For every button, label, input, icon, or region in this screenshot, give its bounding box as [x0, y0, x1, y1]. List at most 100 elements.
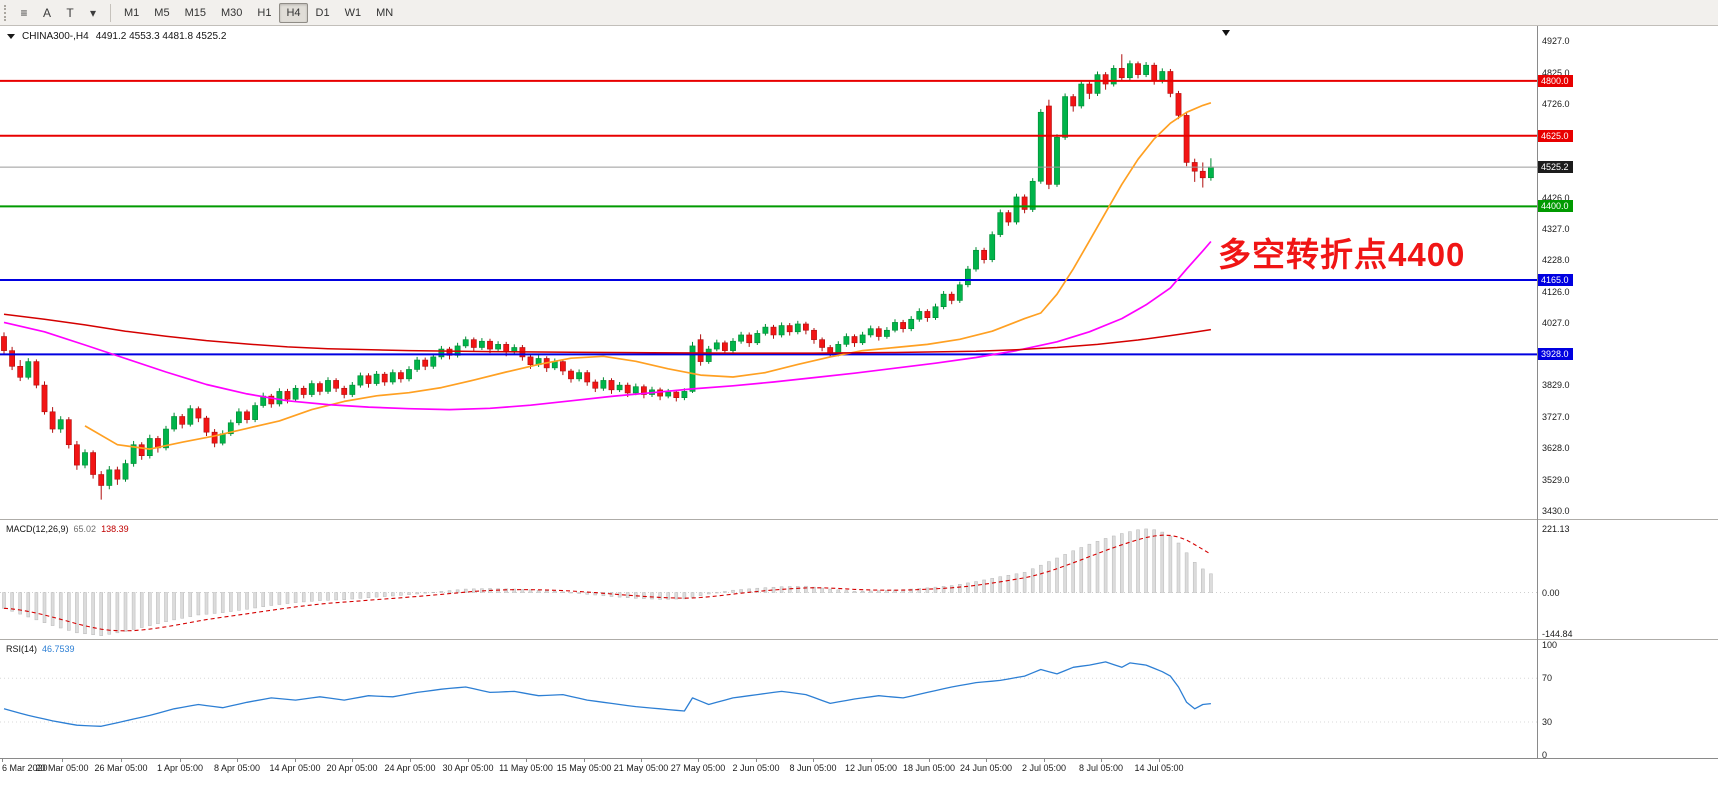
time-axis-label: 21 May 05:00	[613, 763, 669, 773]
time-axis-label: 6 Mar 2020	[2, 763, 48, 773]
timeframe-button-h4[interactable]: H4	[279, 2, 308, 23]
time-axis-label: 15 May 05:00	[556, 763, 612, 773]
timeframe-button-h1[interactable]: H1	[257, 6, 272, 19]
panel-separator[interactable]	[0, 639, 1718, 640]
time-axis-tick	[1044, 758, 1045, 762]
time-axis-label: 8 Jul 05:00	[1078, 763, 1124, 773]
time-axis-tick	[2, 758, 3, 762]
price-annotation-text[interactable]: 多空转折点4400	[1218, 236, 1466, 273]
drawing-tools-dropdown-icon[interactable]: ▾	[89, 5, 97, 20]
chevron-down-icon[interactable]	[7, 34, 15, 39]
timeframe-button-w1[interactable]: W1	[344, 6, 362, 19]
time-axis-label: 24 Apr 05:00	[384, 763, 436, 773]
time-axis-label: 8 Jun 05:00	[789, 763, 837, 773]
price-axis-label: 3529.0	[1542, 474, 1570, 485]
price-axis-label: 4927.0	[1542, 36, 1570, 47]
panel-separator[interactable]	[0, 519, 1718, 520]
chart-shift-marker[interactable]	[1222, 30, 1230, 36]
time-axis-tick	[641, 758, 642, 762]
timeframe-button-m5[interactable]: M5	[154, 6, 170, 19]
macd-axis-label: 221.13	[1542, 523, 1570, 534]
price-axis-label: 3430.0	[1542, 505, 1570, 516]
time-axis-tick	[986, 758, 987, 762]
toolbar-grip[interactable]	[4, 4, 8, 21]
time-axis-label: 12 Jun 05:00	[844, 763, 898, 773]
price-axis-label: 4327.0	[1542, 224, 1570, 235]
text-label-tool-icon[interactable]: A	[42, 5, 51, 20]
time-axis-tick	[410, 758, 411, 762]
macd-signal-value: 138.39	[101, 524, 129, 534]
rsi-value: 46.7539	[42, 644, 75, 654]
price-level-badge: 4800.0	[1538, 74, 1573, 87]
price-axis-label: 3628.0	[1542, 443, 1570, 454]
time-axis-tick	[62, 758, 63, 762]
time-axis-label: 27 May 05:00	[670, 763, 726, 773]
time-axis-label: 20 Mar 05:00	[35, 763, 89, 773]
timeframe-button-m1[interactable]: M1	[124, 6, 140, 19]
timeframe-button-m30[interactable]: M30	[220, 6, 243, 19]
time-axis-tick	[584, 758, 585, 762]
macd-axis-label: 0.00	[1542, 587, 1560, 598]
timeframe-button-mn[interactable]: MN	[376, 6, 394, 19]
time-axis-label: 14 Jul 05:00	[1134, 763, 1184, 773]
rsi-axis-label: 70	[1542, 673, 1553, 684]
price-level-badge: 3928.0	[1538, 348, 1573, 361]
time-axis-tick	[526, 758, 527, 762]
time-axis-label: 30 Apr 05:00	[442, 763, 494, 773]
text-box-tool-icon[interactable]: T	[66, 5, 74, 20]
price-axis-label: 4426.0	[1542, 193, 1570, 204]
macd-name: MACD(12,26,9)	[6, 524, 69, 534]
rsi-axis-label: 0	[1542, 749, 1548, 760]
time-axis-label: 8 Apr 05:00	[213, 763, 261, 773]
time-axis-tick	[698, 758, 699, 762]
price-axis-label: 4825.0	[1542, 68, 1570, 79]
macd-main-value: 65.02	[73, 524, 97, 534]
time-axis-label: 26 Mar 05:00	[94, 763, 148, 773]
time-axis-tick	[352, 758, 353, 762]
time-axis-label: 2 Jun 05:00	[732, 763, 780, 773]
rsi-name: RSI(14)	[6, 644, 38, 654]
timeframe-bar: M1 M5 M15 M30 H1 H4 D1 W1 MN	[117, 2, 400, 23]
time-axis-tick	[121, 758, 122, 762]
rsi-axis-label: 30	[1542, 716, 1553, 727]
time-axis-tick	[237, 758, 238, 762]
chart-title: CHINA300-,H4 4491.2 4553.3 4481.8 4525.2	[7, 31, 226, 42]
rsi-axis-label: 100	[1542, 640, 1558, 651]
time-axis-tick	[1101, 758, 1102, 762]
price-level-badge: 4625.0	[1538, 129, 1573, 142]
price-axis-label: 4228.0	[1542, 255, 1570, 266]
macd-indicator-label: MACD(12,26,9) 65.02 138.39	[6, 524, 129, 534]
price-axis-label: 3829.0	[1542, 380, 1570, 391]
time-axis-line	[0, 758, 1718, 759]
price-level-badge: 4525.2	[1538, 161, 1573, 174]
time-axis-tick	[929, 758, 930, 762]
timeframe-button-m15[interactable]: M15	[184, 6, 206, 19]
chart-tools-icon[interactable]: ≡	[20, 5, 28, 20]
rsi-panel[interactable]	[0, 640, 1537, 758]
price-axis-label: 4726.0	[1542, 99, 1570, 110]
time-axis-label: 24 Jun 05:00	[959, 763, 1013, 773]
time-axis-label: 20 Apr 05:00	[326, 763, 378, 773]
price-chart[interactable]	[0, 26, 1537, 520]
ohlc-values: 4491.2 4553.3 4481.8 4525.2	[95, 31, 227, 42]
time-axis-label: 2 Jul 05:00	[1021, 763, 1067, 773]
rsi-indicator-label: RSI(14) 46.7539	[6, 644, 75, 654]
price-level-badge: 4165.0	[1538, 274, 1573, 287]
macd-panel[interactable]	[0, 520, 1537, 640]
time-axis-tick	[295, 758, 296, 762]
time-axis-tick	[180, 758, 181, 762]
time-axis-tick	[1159, 758, 1160, 762]
chart-area: CHINA300-,H4 4491.2 4553.3 4481.8 4525.2…	[0, 26, 1718, 793]
price-level-badge: 4400.0	[1538, 200, 1573, 213]
timeframe-button-d1[interactable]: D1	[315, 6, 330, 19]
time-axis-tick	[813, 758, 814, 762]
price-axis-label: 4027.0	[1542, 318, 1570, 329]
time-axis-tick	[756, 758, 757, 762]
time-axis-tick	[871, 758, 872, 762]
time-axis-label: 18 Jun 05:00	[902, 763, 956, 773]
macd-axis-label: -144.84	[1542, 629, 1573, 640]
toolbar: ≡ A T ▾ M1 M5 M15 M30 H1 H4 D1 W1 MN	[0, 0, 1718, 26]
price-axis-separator	[1537, 26, 1538, 758]
symbol-label: CHINA300-,H4	[22, 31, 89, 42]
time-axis-label: 14 Apr 05:00	[269, 763, 321, 773]
